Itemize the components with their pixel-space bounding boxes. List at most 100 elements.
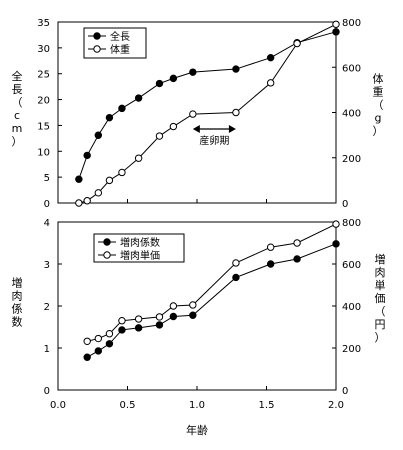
left-axis-label-char: 数 xyxy=(12,316,23,329)
data-point-series-2 xyxy=(155,313,164,321)
left-tick-label: 10 xyxy=(37,147,50,158)
x-axis-label: 年齢 xyxy=(186,423,208,437)
left-tick-label: 2 xyxy=(44,302,50,313)
data-point-series-1 xyxy=(83,151,91,160)
right-axis-label-char: ） xyxy=(373,125,384,138)
data-point-series-1 xyxy=(293,255,301,263)
legend-marker xyxy=(103,251,111,259)
data-point-series-2 xyxy=(134,315,143,323)
left-axis-label-char: 係 xyxy=(12,303,23,316)
data-point-series-1 xyxy=(189,311,197,319)
data-point-series-1 xyxy=(83,353,91,361)
data-point-series-1 xyxy=(155,79,164,88)
chart-panel-1: 051015202530350200400600800全長（cm）体重（g）全長… xyxy=(12,18,384,210)
x-tick-label: 1.0 xyxy=(189,400,205,411)
right-tick-label: 200 xyxy=(342,344,361,355)
data-point-series-1 xyxy=(134,324,143,332)
legend-marker xyxy=(93,32,101,40)
legend-box xyxy=(83,27,147,59)
right-tick-label: 400 xyxy=(342,109,361,120)
data-point-series-2 xyxy=(232,108,240,117)
data-point-series-2 xyxy=(118,317,126,325)
data-point-series-2 xyxy=(94,189,103,197)
x-tick-label: 2.0 xyxy=(328,400,344,411)
x-tick-label: 1.5 xyxy=(259,400,275,411)
data-point-series-2 xyxy=(169,122,178,131)
data-point-series-1 xyxy=(266,260,275,268)
data-point-series-1 xyxy=(169,312,178,321)
left-axis-label-char: 増 xyxy=(12,277,23,290)
x-tick-label: 0.5 xyxy=(120,400,136,411)
left-axis-label-char: 全 xyxy=(12,69,23,83)
data-point-series-2 xyxy=(169,302,178,310)
data-point-series-1 xyxy=(75,175,83,183)
data-point-series-1 xyxy=(332,240,340,248)
left-tick-label: 15 xyxy=(37,121,50,132)
data-point-series-1 xyxy=(118,104,126,113)
left-axis-label-char: 肉 xyxy=(12,290,23,303)
data-point-series-2 xyxy=(75,199,83,207)
left-tick-label: 4 xyxy=(44,218,50,229)
left-axis-label-char: （ xyxy=(12,96,23,109)
data-point-series-1 xyxy=(232,273,240,282)
legend-label: 体重 xyxy=(110,43,130,56)
legend-label: 増肉単価 xyxy=(120,249,160,262)
data-point-series-1 xyxy=(105,340,114,348)
x-tick-label: 0.0 xyxy=(50,400,66,411)
data-point-series-2 xyxy=(118,168,126,177)
data-point-series-1 xyxy=(266,53,275,62)
right-tick-label: 0 xyxy=(342,386,348,397)
data-point-series-2 xyxy=(293,239,301,247)
right-axis-label-char: g xyxy=(375,112,382,125)
data-point-series-1 xyxy=(94,347,103,355)
right-axis-label-char: 体 xyxy=(373,72,384,86)
left-tick-label: 25 xyxy=(37,70,50,81)
data-point-series-2 xyxy=(94,334,103,343)
right-tick-label: 600 xyxy=(342,63,361,74)
data-point-series-1 xyxy=(134,94,143,102)
left-axis-label-char: 長 xyxy=(12,83,23,96)
left-axis-label-char: ） xyxy=(12,135,23,148)
left-tick-label: 0 xyxy=(44,199,50,210)
data-point-series-2 xyxy=(83,197,91,205)
left-tick-label: 30 xyxy=(37,44,50,55)
right-tick-label: 0 xyxy=(342,199,348,210)
data-point-series-2 xyxy=(189,301,197,309)
data-point-series-1 xyxy=(232,65,240,73)
data-point-series-2 xyxy=(266,243,275,251)
left-tick-label: 35 xyxy=(37,18,50,29)
data-point-series-2 xyxy=(293,39,301,48)
right-axis-label-char: 増 xyxy=(375,253,386,266)
data-point-series-1 xyxy=(94,131,103,139)
left-axis-label-char: m xyxy=(12,122,23,135)
right-axis-label-char: 肉 xyxy=(375,266,386,279)
right-tick-label: 200 xyxy=(342,154,361,165)
annotation-arrowhead-left xyxy=(192,125,200,133)
right-tick-label: 800 xyxy=(342,18,361,29)
data-point-series-1 xyxy=(169,74,178,83)
left-tick-label: 20 xyxy=(37,96,50,107)
data-point-series-1 xyxy=(332,28,340,36)
data-point-series-2 xyxy=(189,110,197,118)
right-axis-label-char: （ xyxy=(373,99,384,112)
data-point-series-1 xyxy=(155,321,164,329)
legend-label: 増肉係数 xyxy=(120,236,160,249)
left-axis-label-char: c xyxy=(14,109,20,122)
annotation-label: 産卵期 xyxy=(199,134,229,147)
legend-marker xyxy=(103,238,111,246)
legend-label: 全長 xyxy=(110,30,130,43)
data-point-series-2 xyxy=(155,132,164,140)
right-axis-label-char: 円 xyxy=(375,318,386,331)
data-point-series-1 xyxy=(118,326,126,334)
data-point-series-2 xyxy=(266,79,275,87)
right-axis-label-char: （ xyxy=(375,305,386,318)
data-point-series-2 xyxy=(332,20,340,28)
right-tick-label: 400 xyxy=(342,302,361,313)
data-point-series-2 xyxy=(83,337,91,345)
right-tick-label: 600 xyxy=(342,260,361,271)
data-point-series-1 xyxy=(189,68,197,76)
data-point-series-2 xyxy=(332,220,340,228)
left-tick-label: 1 xyxy=(44,344,50,355)
annotation-arrowhead-right xyxy=(228,125,236,133)
